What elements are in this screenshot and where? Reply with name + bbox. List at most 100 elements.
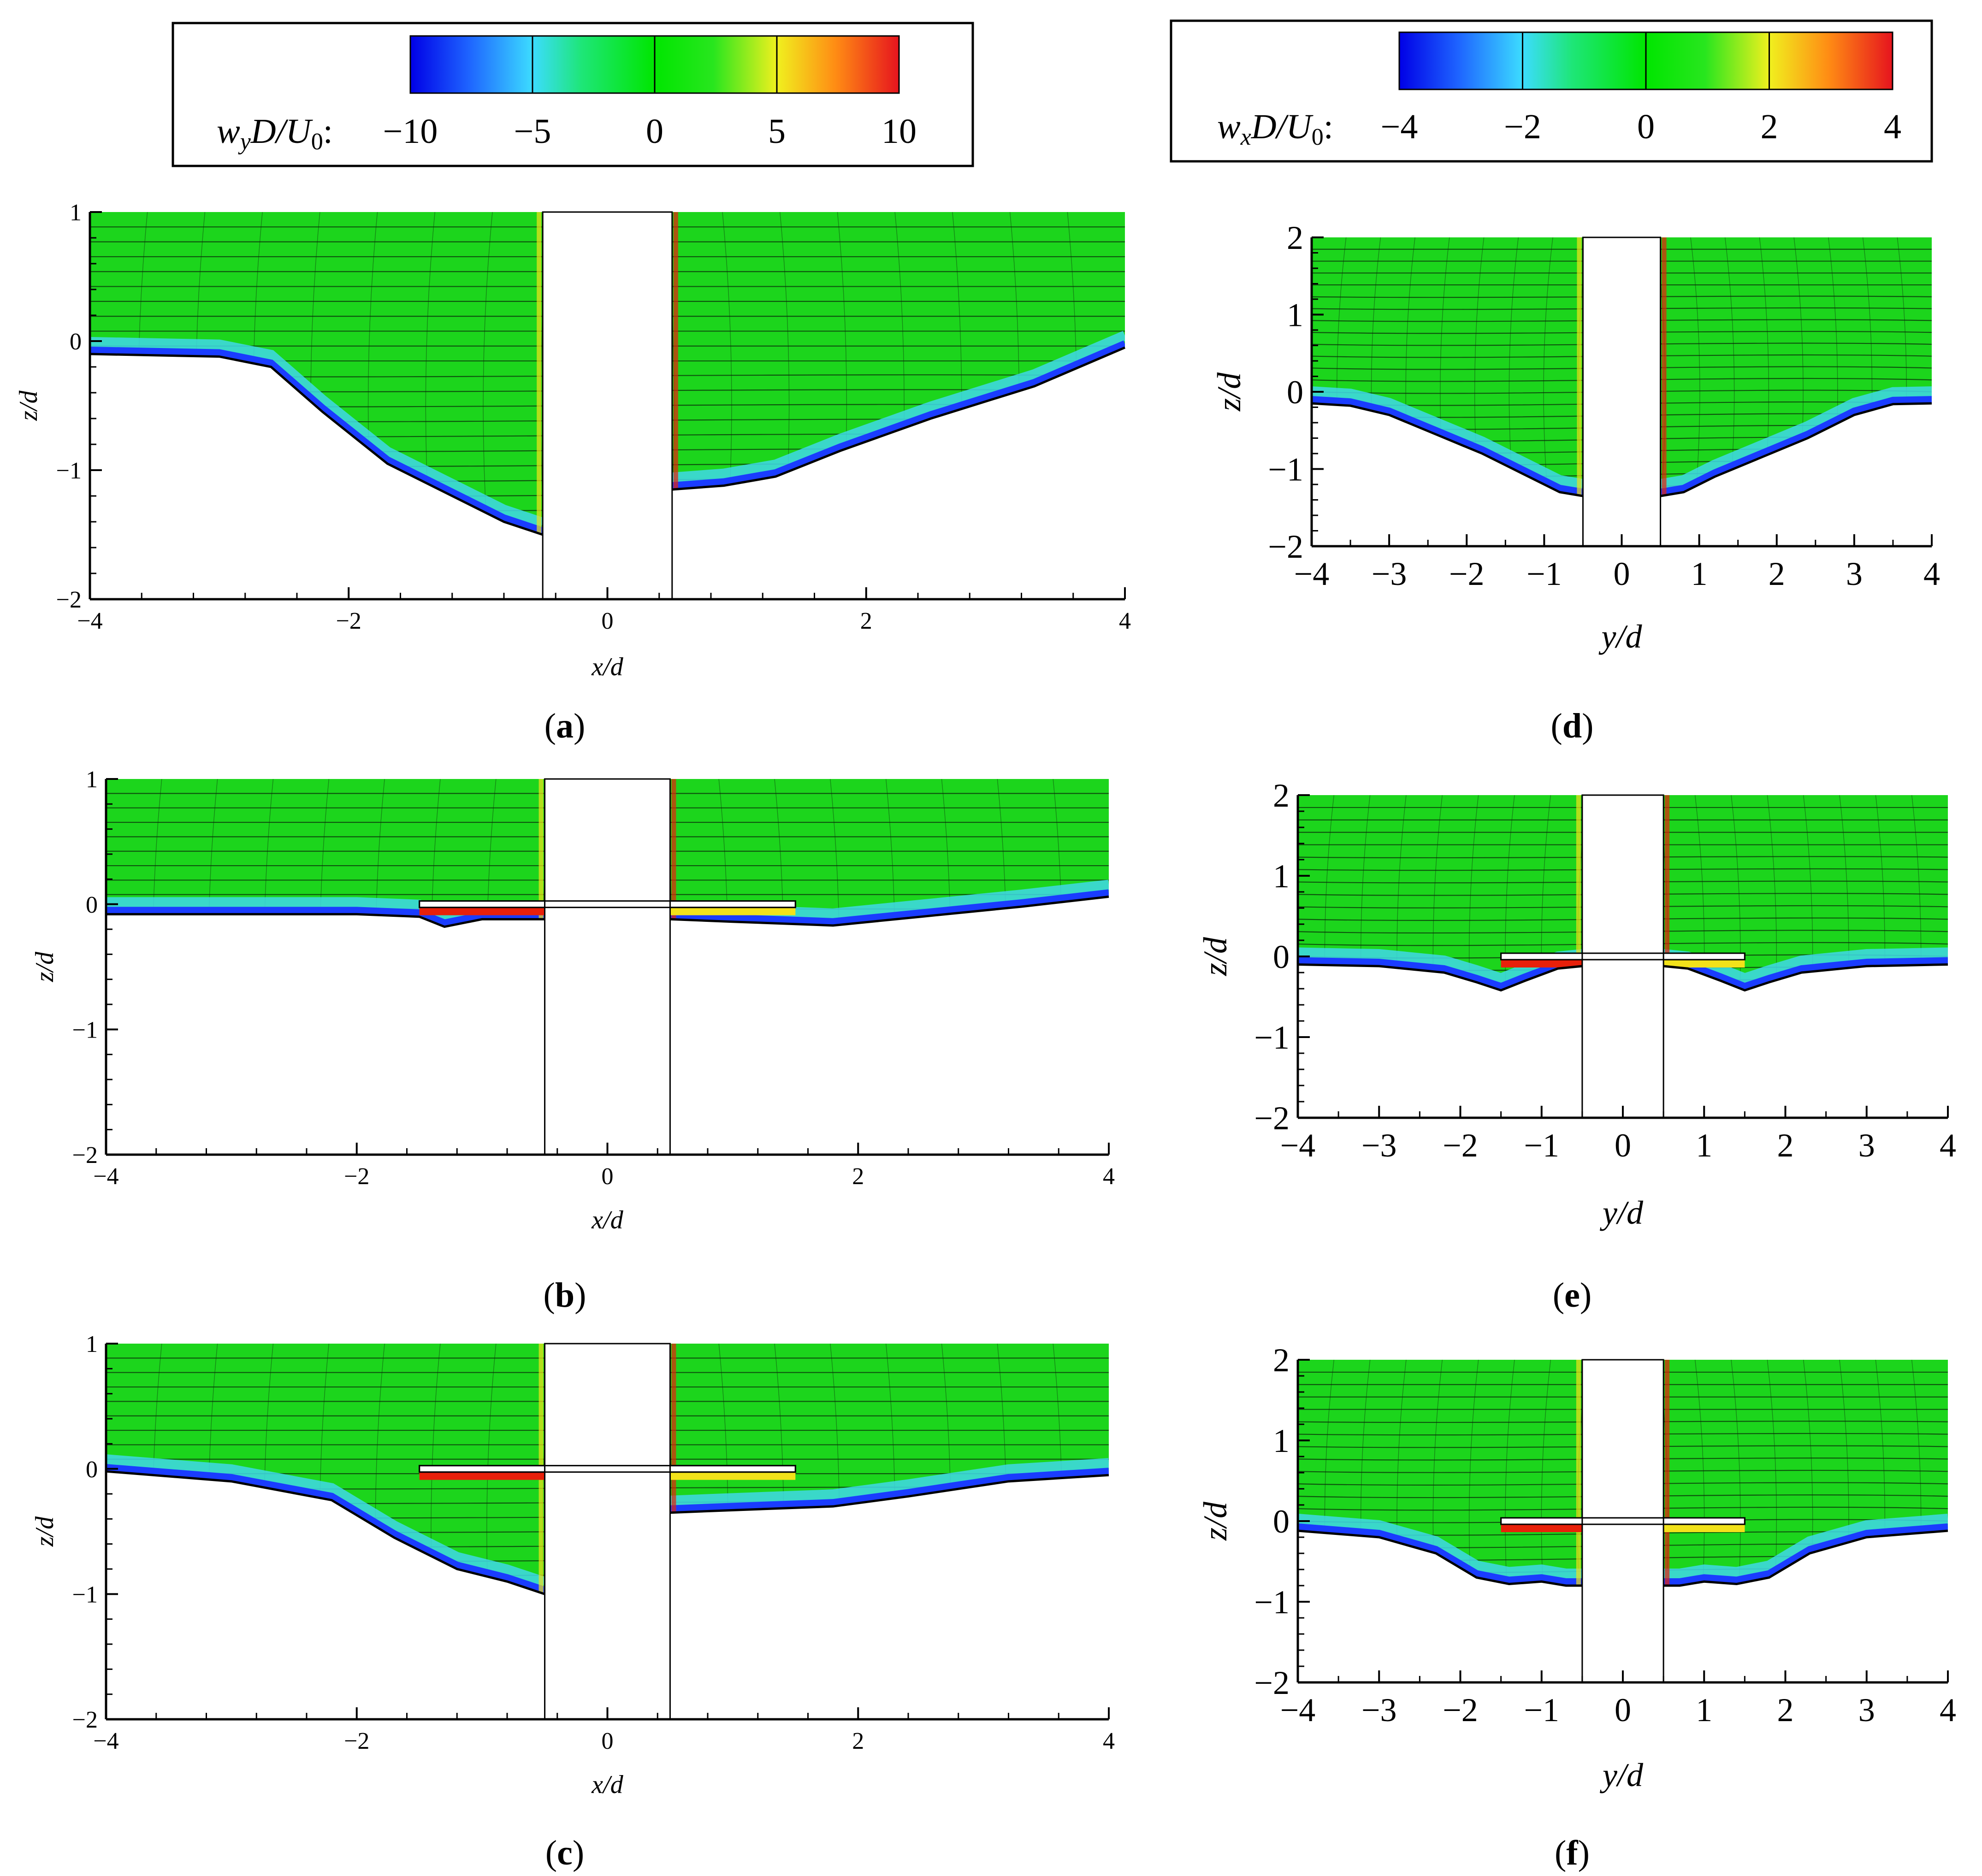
vorticity-band-cyan-downstream bbox=[671, 330, 1125, 483]
x-tick-label: 1 bbox=[1696, 1127, 1712, 1164]
streamline-trace bbox=[1803, 1360, 1813, 1586]
collar-outline bbox=[419, 900, 796, 909]
x-axis-label: x/d bbox=[591, 1770, 623, 1799]
x-tick-label: −2 bbox=[336, 608, 361, 634]
panel-label-e: (e) bbox=[1553, 1276, 1592, 1315]
streamline-trace bbox=[152, 779, 162, 927]
panel-label-a: (a) bbox=[544, 707, 586, 745]
x-tick-label: 2 bbox=[1769, 555, 1785, 592]
flow-region-upstream bbox=[106, 779, 545, 927]
bed-profile-downstream bbox=[670, 1474, 1109, 1514]
x-tick-label: −1 bbox=[1524, 1127, 1559, 1164]
streamline-trace bbox=[207, 779, 218, 927]
flow-region-downstream bbox=[670, 779, 1109, 926]
y-tick-label: 1 bbox=[86, 1331, 98, 1357]
streamline-trace bbox=[431, 779, 441, 927]
x-tick-label: −4 bbox=[93, 1163, 118, 1190]
x-tick-label: −1 bbox=[1524, 1692, 1559, 1729]
streamline-trace bbox=[997, 779, 1007, 927]
colorbar-right-tick-label: −4 bbox=[1381, 107, 1418, 146]
pier bbox=[542, 211, 673, 600]
colorbar-left-tick-label: 10 bbox=[882, 112, 917, 151]
y-axis-label: z/d bbox=[1197, 1501, 1234, 1541]
x-tick-label: −4 bbox=[1280, 1127, 1316, 1164]
vorticity-band-cyan-upstream bbox=[90, 337, 544, 528]
vorticity-band-blue-downstream bbox=[1663, 1523, 1948, 1586]
streamline-trace bbox=[718, 779, 728, 927]
streamline-trace bbox=[1767, 1360, 1777, 1586]
panel-label-d: (d) bbox=[1551, 707, 1594, 745]
streamline-trace bbox=[1432, 1360, 1443, 1586]
colorbar-left-title: wyD/U0: bbox=[217, 112, 333, 155]
x-tick-label: 1 bbox=[1691, 555, 1708, 592]
flow-region-upstream bbox=[106, 1344, 545, 1594]
streamline-trace bbox=[367, 212, 378, 535]
streamline-trace bbox=[375, 779, 385, 927]
vorticity-band-blue-downstream bbox=[1660, 396, 1932, 496]
streamline-trace bbox=[319, 779, 330, 927]
x-tick-label: 2 bbox=[1777, 1127, 1794, 1164]
pier bbox=[544, 778, 671, 1156]
flow-region-downstream bbox=[672, 212, 1125, 490]
collar-outline bbox=[1500, 1517, 1745, 1525]
flow-region-upstream bbox=[90, 212, 543, 535]
streamline-trace bbox=[1371, 237, 1381, 496]
x-tick-label: 1 bbox=[1696, 1692, 1712, 1729]
x-tick-label: 4 bbox=[1923, 555, 1940, 592]
x-tick-label: 3 bbox=[1846, 555, 1863, 592]
streamline-trace bbox=[779, 212, 790, 535]
colorbar-right-tick-label: 0 bbox=[1637, 107, 1655, 146]
streamline-trace bbox=[1759, 237, 1769, 496]
y-axis-label: z/d bbox=[30, 951, 59, 982]
x-tick-label: −2 bbox=[1443, 1127, 1478, 1164]
x-tick-label: 3 bbox=[1858, 1692, 1875, 1729]
y-tick-label: −2 bbox=[72, 1707, 98, 1733]
x-axis-label: y/d bbox=[1598, 618, 1643, 655]
x-tick-label: 4 bbox=[1940, 1127, 1956, 1164]
bed-profile-upstream bbox=[1297, 963, 1583, 992]
x-tick-label: 0 bbox=[602, 608, 614, 634]
streamline-trace bbox=[431, 1344, 441, 1594]
colorbar-right: wxD/U0: −4 −2 0 2 4 bbox=[1170, 19, 1933, 163]
y-axis-label: z/d bbox=[1197, 937, 1234, 976]
x-tick-label: 2 bbox=[1777, 1692, 1794, 1729]
colorbar-right-tick-label: 4 bbox=[1884, 107, 1901, 146]
colorbar-left-tick-label: 0 bbox=[646, 112, 663, 151]
colorbar-left-tick-label: −5 bbox=[514, 112, 551, 151]
collar-outline bbox=[419, 1465, 796, 1473]
streamline-trace bbox=[486, 1344, 497, 1594]
y-tick-label: 1 bbox=[70, 200, 82, 226]
streamline-trace bbox=[885, 779, 896, 927]
vorticity-band-blue-upstream bbox=[1312, 396, 1584, 496]
y-tick-label: −2 bbox=[56, 587, 82, 613]
streamline-trace bbox=[1793, 237, 1804, 496]
panel-label-f: (f) bbox=[1555, 1834, 1590, 1872]
panel-e: −4 −3 −2 −1 0 1 2 3 4 −2 −1 0 1 2 y/d z/d (e) bbox=[1197, 777, 1956, 1315]
pier bbox=[1582, 236, 1662, 547]
x-tick-label: 0 bbox=[602, 1728, 614, 1754]
x-tick-label: 0 bbox=[1615, 1692, 1631, 1729]
x-tick-label: 2 bbox=[860, 608, 872, 634]
streamline-trace bbox=[837, 212, 847, 535]
x-tick-label: −2 bbox=[344, 1163, 369, 1190]
streamline-trace bbox=[1828, 237, 1838, 496]
colorbar-right-tick-label: −2 bbox=[1504, 107, 1541, 146]
streamline-trace bbox=[1509, 237, 1519, 496]
y-tick-label: −1 bbox=[56, 458, 82, 484]
streamline-trace bbox=[722, 212, 732, 535]
y-tick-label: 0 bbox=[1273, 1503, 1290, 1540]
x-tick-label: −4 bbox=[1294, 555, 1330, 592]
vorticity-band-blue-upstream bbox=[106, 1464, 546, 1594]
vorticity-band-cyan-upstream bbox=[1312, 386, 1584, 489]
x-tick-label: 4 bbox=[1119, 608, 1131, 634]
panel-d: −4 −3 −2 −1 0 1 2 3 4 −2 −1 0 1 2 y/d z/d (d) bbox=[1211, 219, 1940, 745]
flow-field-d bbox=[1312, 237, 1932, 496]
y-tick-label: −1 bbox=[1268, 451, 1303, 488]
flow-region-downstream bbox=[1663, 795, 1948, 991]
x-tick-label: −4 bbox=[77, 608, 102, 634]
y-tick-label: −2 bbox=[1268, 528, 1303, 565]
x-tick-label: −2 bbox=[1443, 1692, 1478, 1729]
pier bbox=[1581, 1359, 1664, 1683]
pier bbox=[544, 1343, 671, 1720]
vorticity-band-blue-upstream bbox=[90, 347, 544, 535]
